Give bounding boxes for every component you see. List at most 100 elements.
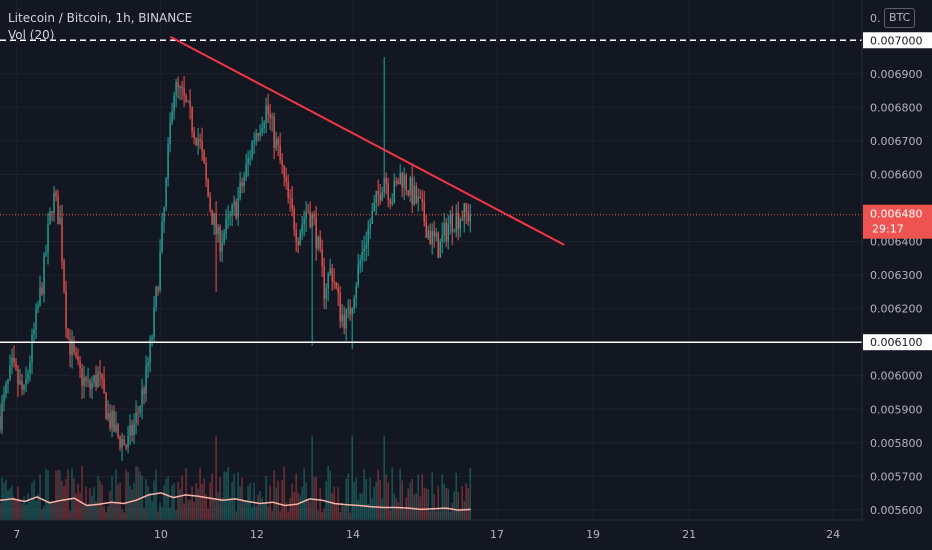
volume-bar [203,478,205,520]
currency-badge[interactable]: BTC [884,8,916,28]
volume-bar [13,496,15,520]
volume-bar [93,487,95,520]
time-tick-label: 14 [346,528,360,541]
volume-bar [459,508,461,520]
volume-bar [315,476,317,520]
candle-body [33,329,35,335]
trendline[interactable] [170,36,565,246]
volume-bar [149,492,151,520]
candle-body [313,214,315,217]
drawing-lines[interactable] [0,36,862,343]
candle-body [193,131,195,138]
volume-bar [325,480,327,520]
candle-body [183,88,185,96]
candle-body [109,413,111,429]
volume-bar [357,499,359,520]
candle-body [389,199,391,204]
candle-body [413,185,415,205]
candle-body [437,232,439,258]
volume-bar [151,501,153,520]
volume-bar [217,492,219,520]
volume-bar [279,511,281,520]
volume-bar [109,491,111,520]
volume-bar [441,474,443,520]
candle-body [91,383,93,389]
candle-body [219,226,221,252]
price-tick-label: 0.006200 [870,303,923,316]
volume-bar [431,472,433,520]
candle-body [157,287,159,291]
candle-body [465,203,467,212]
volume-bar [155,469,157,520]
chart-legend: Litecoin / Bitcoin, 1h, BINANCE Vol (20) [8,10,192,44]
candle-body [345,308,347,329]
volume-bar [383,435,385,520]
volume-bar [73,478,75,520]
candle-body [165,178,167,207]
candle-body [179,86,181,88]
volume-bar [123,512,125,520]
volume-bar [451,503,453,520]
volume-bar [153,480,155,520]
price-tick-label: 0.005700 [870,470,923,483]
candle-body [113,411,115,432]
candle-body [383,177,385,193]
volume-bar [21,503,23,520]
volume-bar [113,501,115,520]
volume-bar [57,469,59,520]
volume-bar [11,485,13,520]
candle-body [127,436,129,448]
volume-bar [75,493,77,520]
candle-body [409,177,411,196]
candle-body [9,365,11,380]
volume-bar [397,502,399,520]
volume-bar [317,510,319,520]
volume-bar [125,469,127,520]
candle-body [395,180,397,182]
volume-bar [179,489,181,520]
symbol-title[interactable]: Litecoin / Bitcoin, 1h, BINANCE [8,11,193,25]
candle-body [407,190,409,196]
candle-body [399,173,401,185]
price-axis[interactable]: 0. 0.005600 0.005700 0.005800 0.005900 0.0060… [861,0,932,550]
volume-bar [97,476,99,520]
volume-bar [415,493,417,520]
volume-bar [157,511,159,520]
time-tick-label: 21 [682,528,696,541]
volume-bar [321,512,323,520]
volume-bar [395,498,397,520]
volume-bar [0,502,1,520]
candle-body [453,231,455,233]
volume-bar [51,501,53,520]
candle-body [255,133,257,141]
volume-bar [85,486,87,520]
candle-body [457,212,459,229]
volume-bar [193,501,195,520]
volume-bar [427,489,429,520]
volume-bar [361,493,363,520]
candle-body [189,100,191,107]
candle-body [241,182,243,186]
price-tick-label: 0.006400 [870,236,923,249]
candle-body [125,445,127,448]
candle-body [433,230,435,237]
time-axis[interactable]: 7 10 12 14 17 19 21 24 [0,519,862,541]
volume-bar [205,494,207,520]
candle-body [243,176,245,186]
level-price-label: 0.007000 [870,34,923,47]
candle-body [205,162,207,180]
candle-body [247,157,249,164]
candle-body [155,287,157,308]
volume-bar [87,503,89,520]
candle-body [59,217,61,225]
candle-body [337,287,339,293]
candle-body [111,411,113,429]
volume-indicator-label[interactable]: Vol (20) [8,28,55,42]
candle-body [287,182,289,198]
candle-body [17,368,19,385]
candle-body [19,380,21,385]
candle-body [425,221,427,238]
volume-bar [385,474,387,520]
